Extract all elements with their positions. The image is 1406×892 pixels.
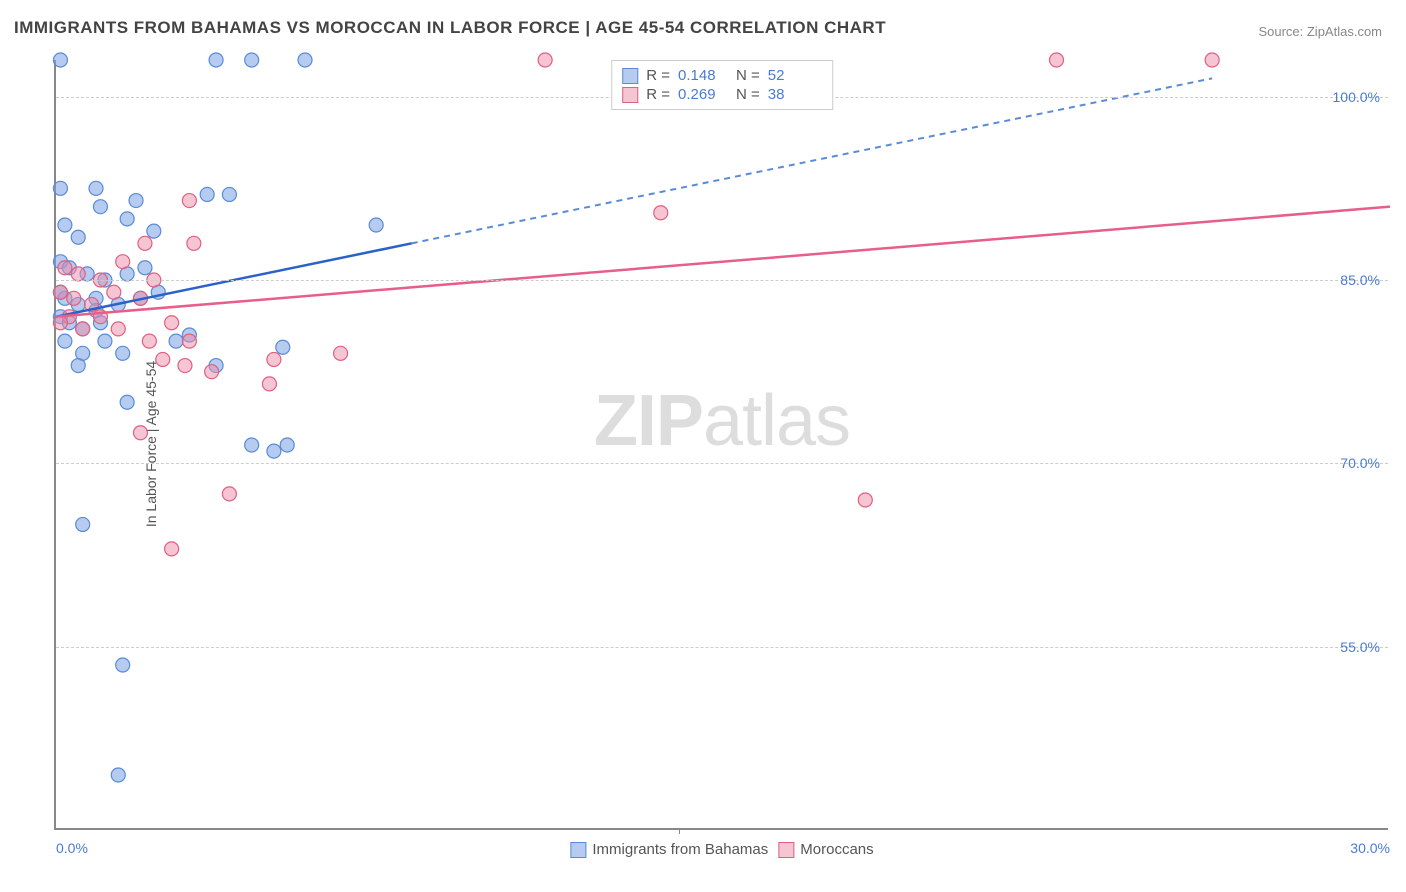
data-point — [53, 53, 67, 67]
data-point — [369, 218, 383, 232]
data-point — [262, 377, 276, 391]
data-point — [111, 768, 125, 782]
data-point — [165, 542, 179, 556]
data-point — [334, 346, 348, 360]
data-point — [67, 291, 81, 305]
data-point — [58, 218, 72, 232]
n-value-bahamas: 52 — [768, 67, 818, 84]
trend-line — [56, 207, 1390, 317]
x-tick-label: 0.0% — [56, 840, 88, 856]
swatch-moroccans-icon — [778, 842, 794, 858]
data-point — [1205, 53, 1219, 67]
data-point — [165, 316, 179, 330]
legend-label-moroccans: Moroccans — [800, 841, 873, 858]
data-point — [280, 438, 294, 452]
data-point — [858, 493, 872, 507]
gridline — [56, 280, 1388, 281]
data-point — [298, 53, 312, 67]
data-point — [138, 261, 152, 275]
legend-item-bahamas: Immigrants from Bahamas — [570, 841, 768, 858]
data-point — [276, 340, 290, 354]
data-point — [133, 426, 147, 440]
x-tick-label: 30.0% — [1350, 840, 1390, 856]
swatch-moroccans-icon — [622, 87, 638, 103]
data-point — [205, 365, 219, 379]
y-tick-label: 85.0% — [1340, 272, 1380, 288]
y-tick-label: 100.0% — [1333, 89, 1380, 105]
legend-label-bahamas: Immigrants from Bahamas — [592, 841, 768, 858]
data-point — [76, 322, 90, 336]
data-point — [178, 359, 192, 373]
data-point — [209, 53, 223, 67]
y-tick-label: 70.0% — [1340, 455, 1380, 471]
r-value-moroccans: 0.269 — [678, 86, 728, 103]
data-point — [53, 181, 67, 195]
legend-row-moroccans: R = 0.269 N = 38 — [622, 86, 818, 103]
plot-area: In Labor Force | Age 45-54 R = 0.148 N =… — [54, 60, 1388, 830]
gridline — [56, 463, 1388, 464]
data-point — [107, 285, 121, 299]
data-point — [129, 194, 143, 208]
data-point — [116, 255, 130, 269]
data-point — [1050, 53, 1064, 67]
data-point — [93, 200, 107, 214]
data-point — [138, 236, 152, 250]
chart-title: IMMIGRANTS FROM BAHAMAS VS MOROCCAN IN L… — [14, 18, 886, 38]
legend-item-moroccans: Moroccans — [778, 841, 873, 858]
data-point — [156, 352, 170, 366]
data-point — [98, 334, 112, 348]
data-point — [267, 352, 281, 366]
r-value-bahamas: 0.148 — [678, 67, 728, 84]
gridline — [56, 647, 1388, 648]
legend-correlation: R = 0.148 N = 52 R = 0.269 N = 38 — [611, 60, 833, 110]
data-point — [116, 658, 130, 672]
data-point — [58, 261, 72, 275]
data-point — [53, 316, 67, 330]
legend-row-bahamas: R = 0.148 N = 52 — [622, 67, 818, 84]
data-point — [169, 334, 183, 348]
data-point — [53, 285, 67, 299]
data-point — [222, 187, 236, 201]
data-point — [245, 53, 259, 67]
data-point — [71, 359, 85, 373]
data-point — [538, 53, 552, 67]
data-point — [71, 230, 85, 244]
data-point — [120, 212, 134, 226]
data-point — [116, 346, 130, 360]
data-point — [111, 322, 125, 336]
data-point — [267, 444, 281, 458]
data-point — [187, 236, 201, 250]
data-point — [89, 181, 103, 195]
scatter-svg — [56, 60, 1388, 828]
x-tick — [679, 828, 680, 834]
legend-series: Immigrants from Bahamas Moroccans — [570, 841, 873, 858]
y-tick-label: 55.0% — [1340, 639, 1380, 655]
data-point — [142, 334, 156, 348]
data-point — [182, 334, 196, 348]
data-point — [58, 334, 72, 348]
swatch-bahamas-icon — [570, 842, 586, 858]
data-point — [76, 517, 90, 531]
data-point — [71, 267, 85, 281]
data-point — [222, 487, 236, 501]
data-point — [120, 395, 134, 409]
data-point — [200, 187, 214, 201]
n-value-moroccans: 38 — [768, 86, 818, 103]
source-label: Source: ZipAtlas.com — [1258, 24, 1382, 39]
swatch-bahamas-icon — [622, 68, 638, 84]
data-point — [182, 194, 196, 208]
data-point — [245, 438, 259, 452]
data-point — [654, 206, 668, 220]
data-point — [147, 224, 161, 238]
